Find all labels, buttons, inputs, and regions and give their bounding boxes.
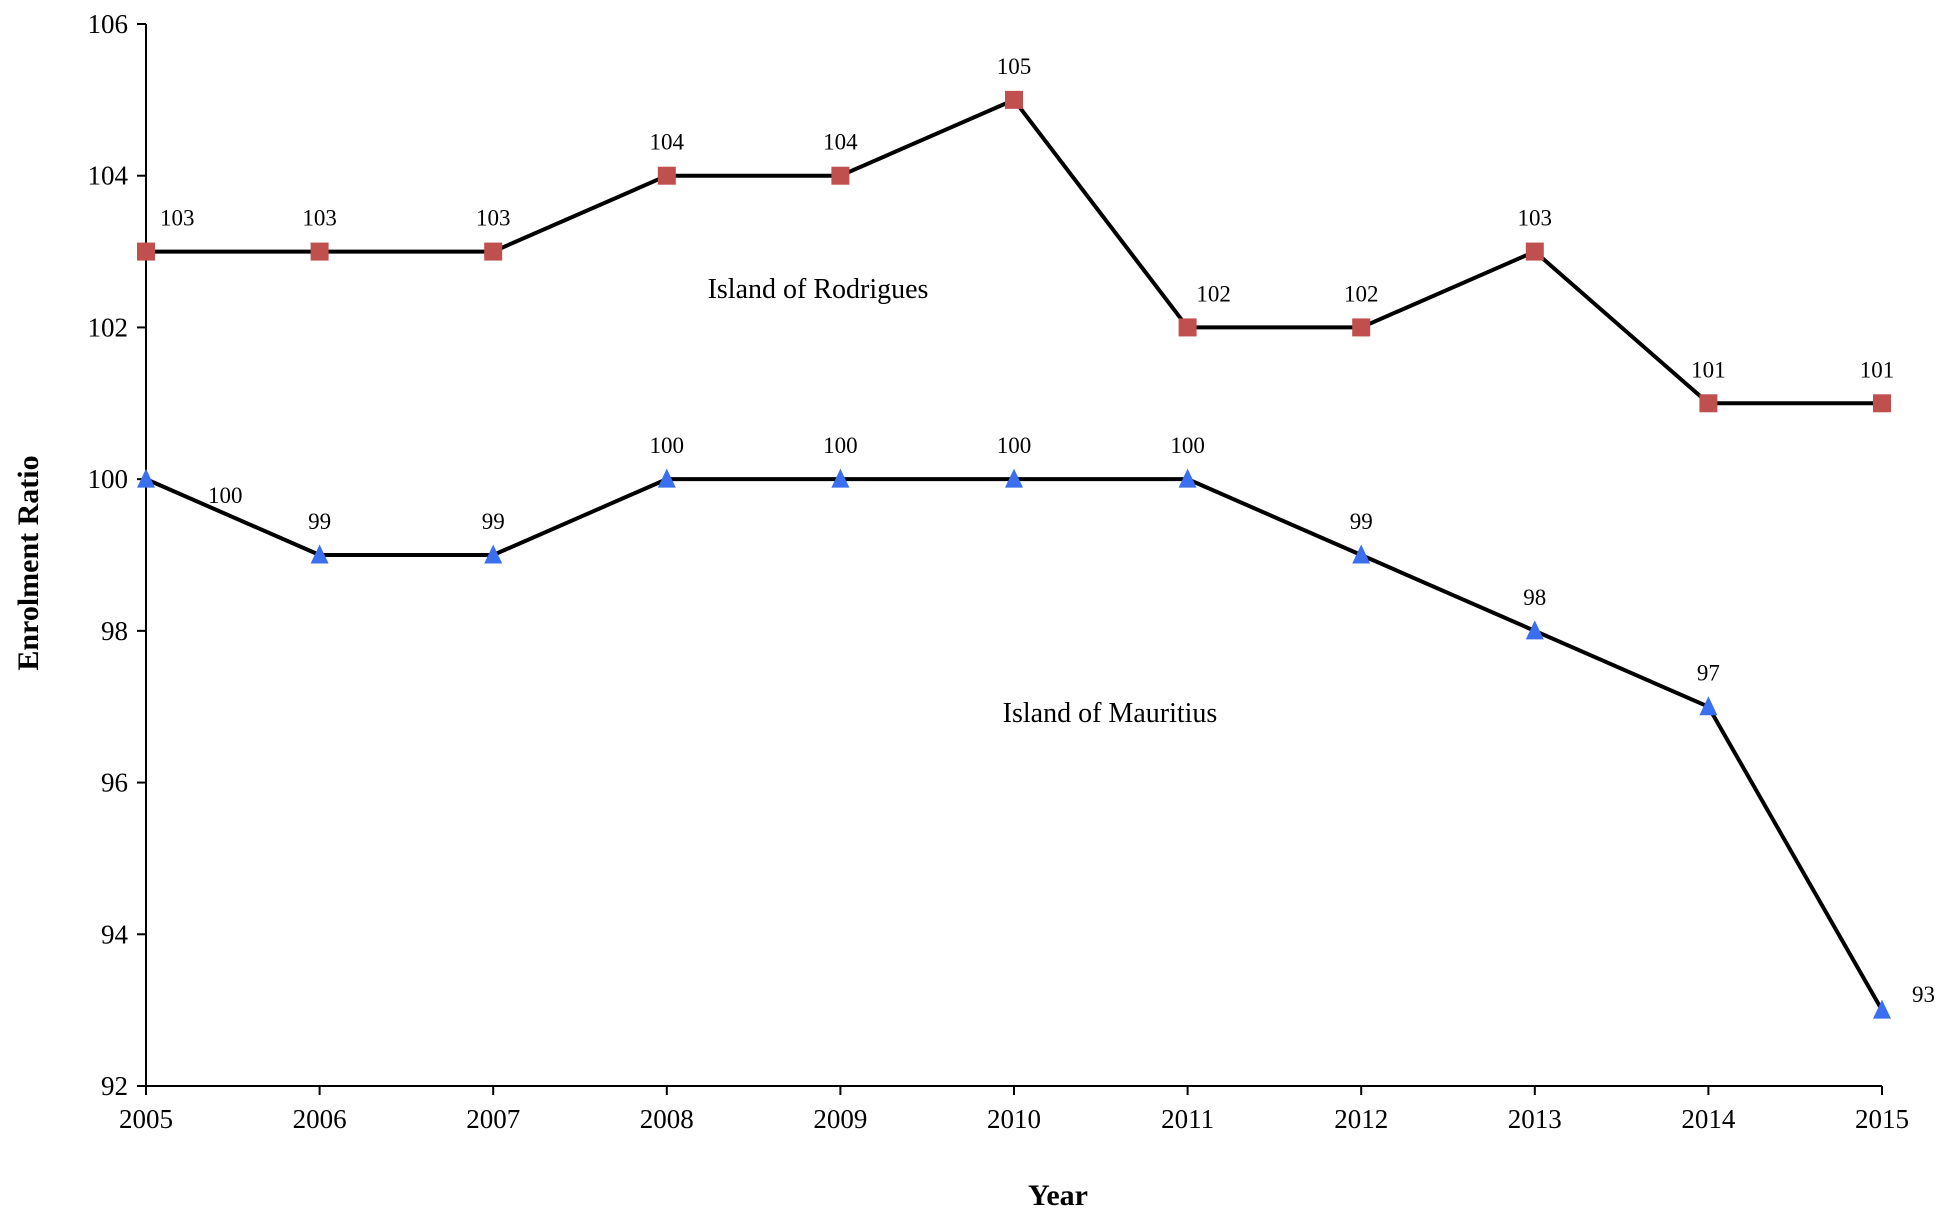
data-point-square (1352, 318, 1371, 337)
data-point-square (1525, 242, 1544, 261)
data-label: 100 (650, 433, 685, 458)
data-label: 104 (650, 130, 685, 155)
data-point-square (657, 166, 676, 185)
data-point-triangle (831, 468, 850, 488)
data-label: 103 (160, 206, 195, 231)
data-point-triangle (484, 544, 503, 564)
data-label: 105 (997, 54, 1032, 79)
data-label: 100 (208, 483, 243, 508)
data-label: 101 (1860, 357, 1895, 382)
data-point-square (137, 242, 155, 261)
data-point-triangle (1525, 620, 1544, 640)
y-tick-label: 98 (101, 616, 128, 646)
data-label: 97 (1697, 661, 1720, 686)
data-point-triangle (1005, 468, 1023, 488)
axes: 92 94 96 98 100 102 104 106 2005 2006 2007 2008 2009… (88, 9, 1910, 1134)
data-point-square (1005, 90, 1023, 109)
data-label: 101 (1691, 357, 1726, 382)
x-tick-label: 2006 (293, 1104, 347, 1134)
x-tick-label: 2005 (119, 1104, 173, 1134)
y-tick-label: 96 (101, 768, 128, 798)
x-tick-label: 2011 (1161, 1104, 1214, 1134)
data-label: 93 (1912, 982, 1935, 1007)
data-point-square (484, 242, 503, 261)
data-point-triangle (1699, 696, 1718, 716)
data-label: 103 (1518, 206, 1553, 231)
y-axis-title: Enrolment Ratio (12, 455, 45, 670)
data-point-square (310, 242, 329, 261)
data-point-square (1873, 394, 1891, 413)
data-point-triangle (1178, 468, 1197, 488)
data-label: 100 (1170, 433, 1205, 458)
series-label-mauritius: Island of Mauritius (1003, 698, 1218, 729)
data-label: 99 (1350, 509, 1373, 534)
x-tick-label: 2013 (1508, 1104, 1562, 1134)
x-tick-label: 2015 (1855, 1104, 1909, 1134)
data-label: 102 (1344, 281, 1379, 306)
data-point-square (831, 166, 850, 185)
x-tick-label: 2014 (1681, 1104, 1736, 1134)
data-point-triangle (1352, 544, 1371, 564)
y-tick-label: 100 (88, 464, 129, 494)
y-tick-label: 102 (88, 312, 129, 342)
series-label-rodrigues: Island of Rodrigues (708, 274, 929, 305)
x-tick-label: 2009 (813, 1104, 867, 1134)
data-point-triangle (1873, 999, 1891, 1019)
data-label: 102 (1196, 281, 1231, 306)
data-label: 103 (302, 206, 337, 231)
data-label: 104 (823, 130, 858, 155)
data-label: 99 (308, 509, 331, 534)
data-labels: 103 103 103 104 104 105 102 102 103 101 101 100 99 99… (160, 54, 1935, 1007)
x-tick-label: 2007 (466, 1104, 520, 1134)
data-point-square (1699, 394, 1718, 413)
data-label: 99 (482, 509, 505, 534)
y-tick-label: 104 (88, 161, 129, 191)
series-lines (145, 97, 1884, 1012)
data-label: 100 (823, 433, 858, 458)
data-label: 100 (997, 433, 1032, 458)
series-markers (137, 90, 1891, 1019)
series-line-0 (146, 97, 1882, 406)
x-tick-label: 2008 (640, 1104, 694, 1134)
data-point-triangle (657, 468, 676, 488)
data-label: 103 (476, 206, 511, 231)
data-label: 98 (1523, 585, 1546, 610)
x-axis-title: Year (1028, 1179, 1088, 1211)
y-tick-label: 106 (88, 9, 129, 39)
data-point-triangle (310, 544, 329, 564)
x-tick-label: 2012 (1334, 1104, 1388, 1134)
y-tick-label: 92 (101, 1071, 128, 1101)
data-point-square (1178, 318, 1197, 337)
series-line-1 (145, 477, 1884, 1012)
y-tick-label: 94 (101, 919, 129, 949)
x-tick-label: 2010 (987, 1104, 1041, 1134)
data-point-triangle (137, 468, 155, 488)
